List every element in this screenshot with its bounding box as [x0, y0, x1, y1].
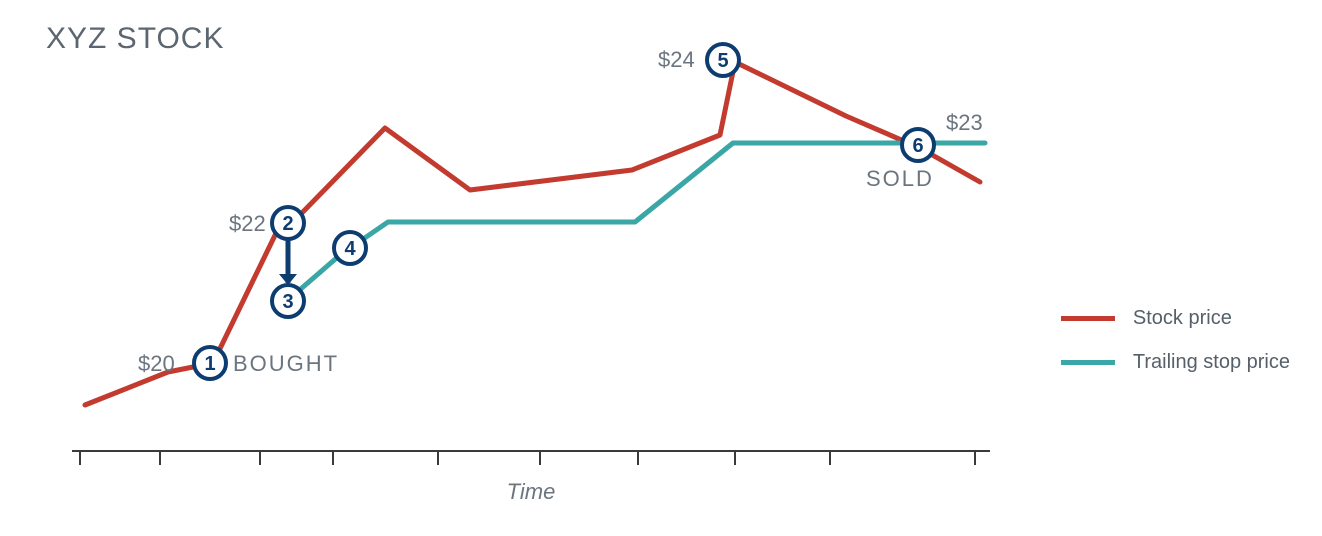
- marker-number: 6: [912, 135, 923, 157]
- legend-item: Stock price: [1061, 296, 1290, 340]
- annotation-price: $23: [946, 110, 983, 135]
- annotation-price: $22: [229, 211, 266, 236]
- legend-swatch: [1061, 360, 1115, 365]
- legend-label: Stock price: [1133, 307, 1232, 330]
- annotation-tag: BOUGHT: [233, 351, 339, 376]
- marker-number: 2: [282, 213, 293, 235]
- annotation-price: $20: [138, 351, 175, 376]
- annotation-price: $24: [658, 47, 695, 72]
- marker-number: 1: [204, 353, 215, 375]
- legend-label: Trailing stop price: [1133, 351, 1290, 374]
- legend-swatch: [1061, 316, 1115, 321]
- x-axis-label: Time: [507, 479, 556, 504]
- marker-number: 5: [717, 50, 728, 72]
- axis-group: Time: [72, 451, 990, 504]
- annotation-tag: SOLD: [866, 166, 934, 191]
- arrow-group: [279, 240, 297, 285]
- legend: Stock price Trailing stop price: [1061, 296, 1290, 384]
- stock-chart: Time 1 2 3 4 5 6 $20 BOUGHT $22 $24 $23 SOLD: [0, 0, 1322, 536]
- annotation-group: $20 BOUGHT $22 $24 $23 SOLD: [138, 47, 983, 376]
- legend-item: Trailing stop price: [1061, 340, 1290, 384]
- marker-number: 3: [282, 291, 293, 313]
- marker-number: 4: [344, 238, 356, 260]
